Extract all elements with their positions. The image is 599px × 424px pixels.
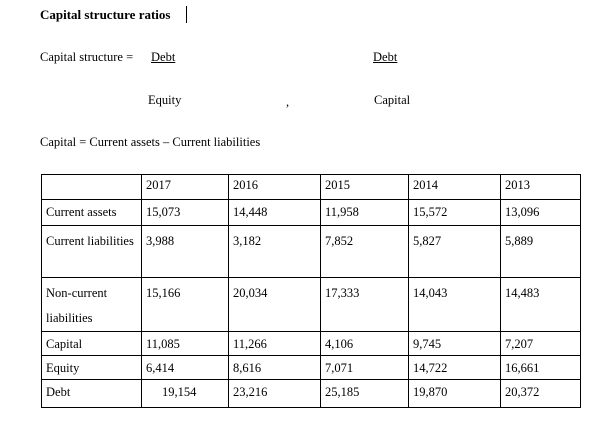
- table-row: Capital 11,085 11,266 4,106 9,745 7,207: [41, 331, 581, 356]
- document-heading: Capital structure ratios: [40, 7, 171, 22]
- table-cell: 23,216: [228, 379, 321, 408]
- table-cell: 17,333: [320, 277, 409, 332]
- financial-data-table: 2017 2016 2015 2014 2013 Current assets …: [41, 174, 581, 408]
- table-cell: 11,958: [320, 199, 409, 226]
- formula-numerator-debt-2: Debt: [373, 50, 398, 64]
- table-cell: 11,266: [228, 331, 321, 356]
- table-row: Equity 6,414 8,616 7,071 14,722 16,661: [41, 355, 581, 380]
- formula-capital-structure-lhs: Capital structure =: [40, 50, 134, 64]
- table-cell: 5,889: [500, 225, 581, 278]
- table-cell: 15,073: [141, 199, 229, 226]
- table-cell: 3,988: [141, 225, 229, 278]
- table-cell: 20,372: [500, 379, 581, 408]
- table-cell: 14,043: [408, 277, 501, 332]
- table-cell: 3,182: [228, 225, 321, 278]
- row-label: Non-current liabilities: [41, 277, 142, 332]
- year-header: 2017: [141, 174, 229, 200]
- formula-separator-comma: ,: [286, 95, 290, 109]
- table-cell: 6,414: [141, 355, 229, 380]
- formula-capital-definition: Capital = Current assets – Current liabi…: [40, 135, 261, 149]
- formula-denominator-capital: Capital: [374, 93, 411, 107]
- table-cell: 25,185: [320, 379, 409, 408]
- table-cell: 7,852: [320, 225, 409, 278]
- formula-numerator-debt: Debt: [151, 50, 176, 64]
- row-label: Current liabilities: [41, 225, 142, 278]
- table-cell: 19,870: [408, 379, 501, 408]
- table-cell: 7,071: [320, 355, 409, 380]
- table-cell: 5,827: [408, 225, 501, 278]
- table-row: Current liabilities 3,988 3,182 7,852 5,…: [41, 225, 581, 278]
- table-cell: 14,483: [500, 277, 581, 332]
- table-cell: 9,745: [408, 331, 501, 356]
- table-cell: 14,722: [408, 355, 501, 380]
- table-row: Current assets 15,073 14,448 11,958 15,5…: [41, 199, 581, 226]
- table-cell: 16,661: [500, 355, 581, 380]
- year-header: 2013: [500, 174, 581, 200]
- table-row: Non-current liabilities 15,166 20,034 17…: [41, 277, 581, 332]
- year-header: 2014: [408, 174, 501, 200]
- table-header-row: 2017 2016 2015 2014 2013: [41, 174, 581, 200]
- table-corner-cell: [41, 174, 142, 200]
- year-header: 2015: [320, 174, 409, 200]
- year-header: 2016: [228, 174, 321, 200]
- table-cell: 14,448: [228, 199, 321, 226]
- table-cell: 19,154: [141, 379, 229, 408]
- table-cell: 15,166: [141, 277, 229, 332]
- table-cell: 15,572: [408, 199, 501, 226]
- table-cell: 8,616: [228, 355, 321, 380]
- table-cell: 7,207: [500, 331, 581, 356]
- table-row: Debt 19,154 23,216 25,185 19,870 20,372: [41, 379, 581, 408]
- row-label: Capital: [41, 331, 142, 356]
- row-label: Debt: [41, 379, 142, 408]
- table-cell: 13,096: [500, 199, 581, 226]
- table-cell: 20,034: [228, 277, 321, 332]
- row-label: Equity: [41, 355, 142, 380]
- table-cell: 4,106: [320, 331, 409, 356]
- table-cell: 11,085: [141, 331, 229, 356]
- row-label: Current assets: [41, 199, 142, 226]
- formula-denominator-equity: Equity: [148, 93, 182, 107]
- text-cursor: [186, 6, 187, 23]
